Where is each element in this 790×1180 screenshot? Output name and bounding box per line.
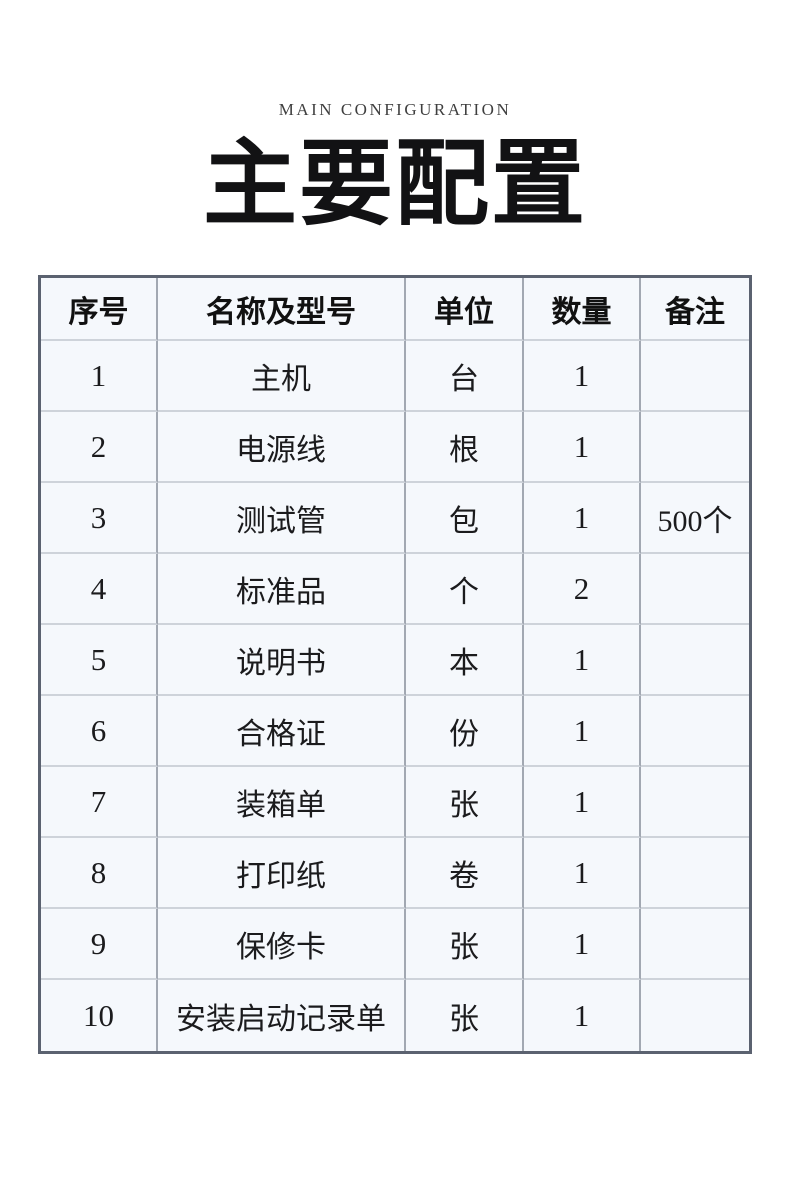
cell-unit: 个: [406, 554, 524, 626]
cell-note: [641, 980, 749, 1051]
table-row: 7 装箱单张 1: [41, 767, 749, 839]
cell-name: 保修卡: [158, 909, 406, 981]
cell-index: 5: [41, 625, 158, 697]
cell-name: 电源线: [158, 412, 406, 484]
table-row: 3 测试管包 1 500个: [41, 483, 749, 555]
cell-quantity: 1: [524, 696, 641, 768]
cell-unit: 张: [406, 909, 524, 981]
cell-name: 主机: [158, 341, 406, 413]
cell-note: [641, 554, 749, 626]
cell-note: [641, 767, 749, 839]
table-row: 5 说明书本 1: [41, 625, 749, 697]
table-row: 4 标准品个 2: [41, 554, 749, 626]
column-header: 序号: [41, 278, 158, 342]
cell-quantity: 1: [524, 341, 641, 413]
table-row: 9 保修卡张 1: [41, 909, 749, 981]
cell-name: 打印纸: [158, 838, 406, 910]
table-row: 2 电源线根 1: [41, 412, 749, 484]
column-header: 单位: [406, 278, 524, 342]
cell-index: 1: [41, 341, 158, 413]
cell-unit: 包: [406, 483, 524, 555]
table-header: 序号 名称及型号 单位 数量 备注: [41, 278, 749, 342]
page-title: 主要配置: [202, 133, 587, 237]
page-header: MAIN CONFIGURATION 主要配置: [0, 0, 790, 237]
cell-note: [641, 625, 749, 697]
config-table: 序号 名称及型号 单位 数量 备注 1 主机台 1 2 电源线根 1 3 测试管包 1 500个 4 标准品个…: [38, 275, 752, 1055]
cell-unit: 卷: [406, 838, 524, 910]
cell-quantity: 1: [524, 767, 641, 839]
cell-name: 合格证: [158, 696, 406, 768]
cell-unit: 本: [406, 625, 524, 697]
column-header: 备注: [641, 278, 749, 342]
cell-unit: 根: [406, 412, 524, 484]
cell-unit: 份: [406, 696, 524, 768]
cell-note: [641, 909, 749, 981]
cell-name: 标准品: [158, 554, 406, 626]
cell-quantity: 1: [524, 909, 641, 981]
table-row: 6 合格证份 1: [41, 696, 749, 768]
cell-index: 4: [41, 554, 158, 626]
cell-unit: 张: [406, 767, 524, 839]
header-row: 序号 名称及型号 单位 数量 备注: [41, 278, 749, 342]
table-body: 1 主机台 1 2 电源线根 1 3 测试管包 1 500个 4 标准品个 2 5 说明书本 1 6 合格证份 1 7…: [41, 341, 749, 1052]
cell-name: 说明书: [158, 625, 406, 697]
cell-name: 装箱单: [158, 767, 406, 839]
column-header: 名称及型号: [158, 278, 406, 342]
table-row: 10 安装启动记录单张 1: [41, 980, 749, 1052]
cell-quantity: 1: [524, 483, 641, 555]
cell-quantity: 2: [524, 554, 641, 626]
cell-note: [641, 341, 749, 413]
cell-index: 6: [41, 696, 158, 768]
cell-index: 9: [41, 909, 158, 981]
cell-index: 8: [41, 838, 158, 910]
table-row: 8 打印纸卷 1: [41, 838, 749, 910]
cell-unit: 台: [406, 341, 524, 413]
cell-index: 10: [41, 980, 158, 1052]
cell-note: 500个: [641, 483, 749, 555]
cell-index: 7: [41, 767, 158, 839]
cell-name: 测试管: [158, 483, 406, 555]
cell-note: [641, 412, 749, 484]
cell-quantity: 1: [524, 980, 641, 1052]
cell-index: 3: [41, 483, 158, 555]
cell-index: 2: [41, 412, 158, 484]
cell-unit: 张: [406, 980, 524, 1052]
subtitle-english: MAIN CONFIGURATION: [278, 100, 512, 119]
cell-quantity: 1: [524, 625, 641, 697]
table-row: 1 主机台 1: [41, 341, 749, 413]
cell-quantity: 1: [524, 412, 641, 484]
cell-note: [641, 696, 749, 768]
column-header: 数量: [524, 278, 641, 342]
cell-quantity: 1: [524, 838, 641, 910]
cell-note: [641, 838, 749, 910]
cell-name: 安装启动记录单: [158, 980, 406, 1052]
config-table-wrapper: 序号 名称及型号 单位 数量 备注 1 主机台 1 2 电源线根 1 3 测试管包 1 500个 4 标准品个…: [38, 275, 752, 1055]
